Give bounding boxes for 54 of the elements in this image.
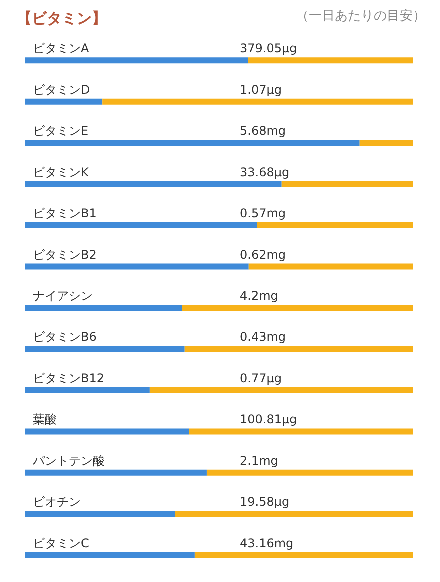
bar bbox=[360, 140, 413, 146]
y-tick-label: ビタミンB1 bbox=[33, 206, 97, 221]
bar bbox=[102, 98, 413, 105]
bar bbox=[25, 552, 195, 558]
bar bbox=[257, 222, 413, 229]
y-tick-label: ビタミンE bbox=[33, 124, 89, 138]
bar bbox=[282, 181, 413, 188]
annotation: 0.62mg bbox=[240, 248, 286, 262]
y-tick-label: ビタミンK bbox=[33, 165, 90, 180]
bar bbox=[25, 428, 190, 435]
bar bbox=[25, 346, 185, 352]
annotation: 1.07μg bbox=[240, 82, 282, 97]
annotation: 0.57mg bbox=[240, 206, 286, 221]
bar bbox=[25, 181, 282, 188]
bar bbox=[206, 470, 413, 476]
y-tick-label: ビオチン bbox=[33, 495, 81, 510]
bar bbox=[25, 511, 176, 518]
bar bbox=[184, 346, 413, 352]
annotation: 2.1mg bbox=[240, 454, 278, 468]
bar bbox=[25, 305, 182, 311]
bar bbox=[248, 58, 413, 64]
y-tick-label: ビタミンC bbox=[33, 536, 90, 550]
annotation: 43.16mg bbox=[240, 536, 294, 550]
bar bbox=[248, 264, 413, 270]
annotation: 33.68μg bbox=[240, 165, 290, 180]
bar bbox=[189, 428, 413, 435]
bar bbox=[25, 140, 360, 146]
bar bbox=[25, 264, 249, 270]
text: （一日あたりの目安） bbox=[296, 8, 426, 24]
y-tick-label: 葉酸 bbox=[33, 412, 57, 427]
annotation: 0.43mg bbox=[240, 330, 286, 344]
y-tick-label: ビタミンB12 bbox=[33, 371, 105, 386]
bar bbox=[25, 98, 103, 105]
y-tick-label: ビタミンB2 bbox=[33, 248, 97, 262]
bar bbox=[25, 58, 248, 64]
bar bbox=[25, 470, 207, 476]
annotation: 4.2mg bbox=[240, 289, 278, 303]
bar bbox=[194, 552, 413, 558]
y-tick-label: ナイアシン bbox=[33, 289, 93, 303]
bar bbox=[175, 511, 413, 518]
y-tick-label: ビタミンA bbox=[33, 42, 90, 56]
annotation: 5.68mg bbox=[240, 124, 286, 138]
y-tick-label: ビタミンB6 bbox=[33, 330, 97, 344]
y-tick-label: パントテン酸 bbox=[32, 454, 105, 468]
bar bbox=[25, 222, 258, 229]
bar bbox=[150, 387, 413, 394]
bar bbox=[182, 305, 413, 311]
chart-title: 【ビタミン】 bbox=[17, 10, 107, 28]
annotation: 379.05μg bbox=[240, 42, 298, 56]
bar bbox=[25, 387, 150, 394]
annotation: 19.58μg bbox=[240, 495, 290, 510]
annotation: 100.81μg bbox=[240, 412, 298, 427]
y-tick-label: ビタミンD bbox=[33, 82, 90, 97]
annotation: 0.77μg bbox=[240, 371, 282, 386]
